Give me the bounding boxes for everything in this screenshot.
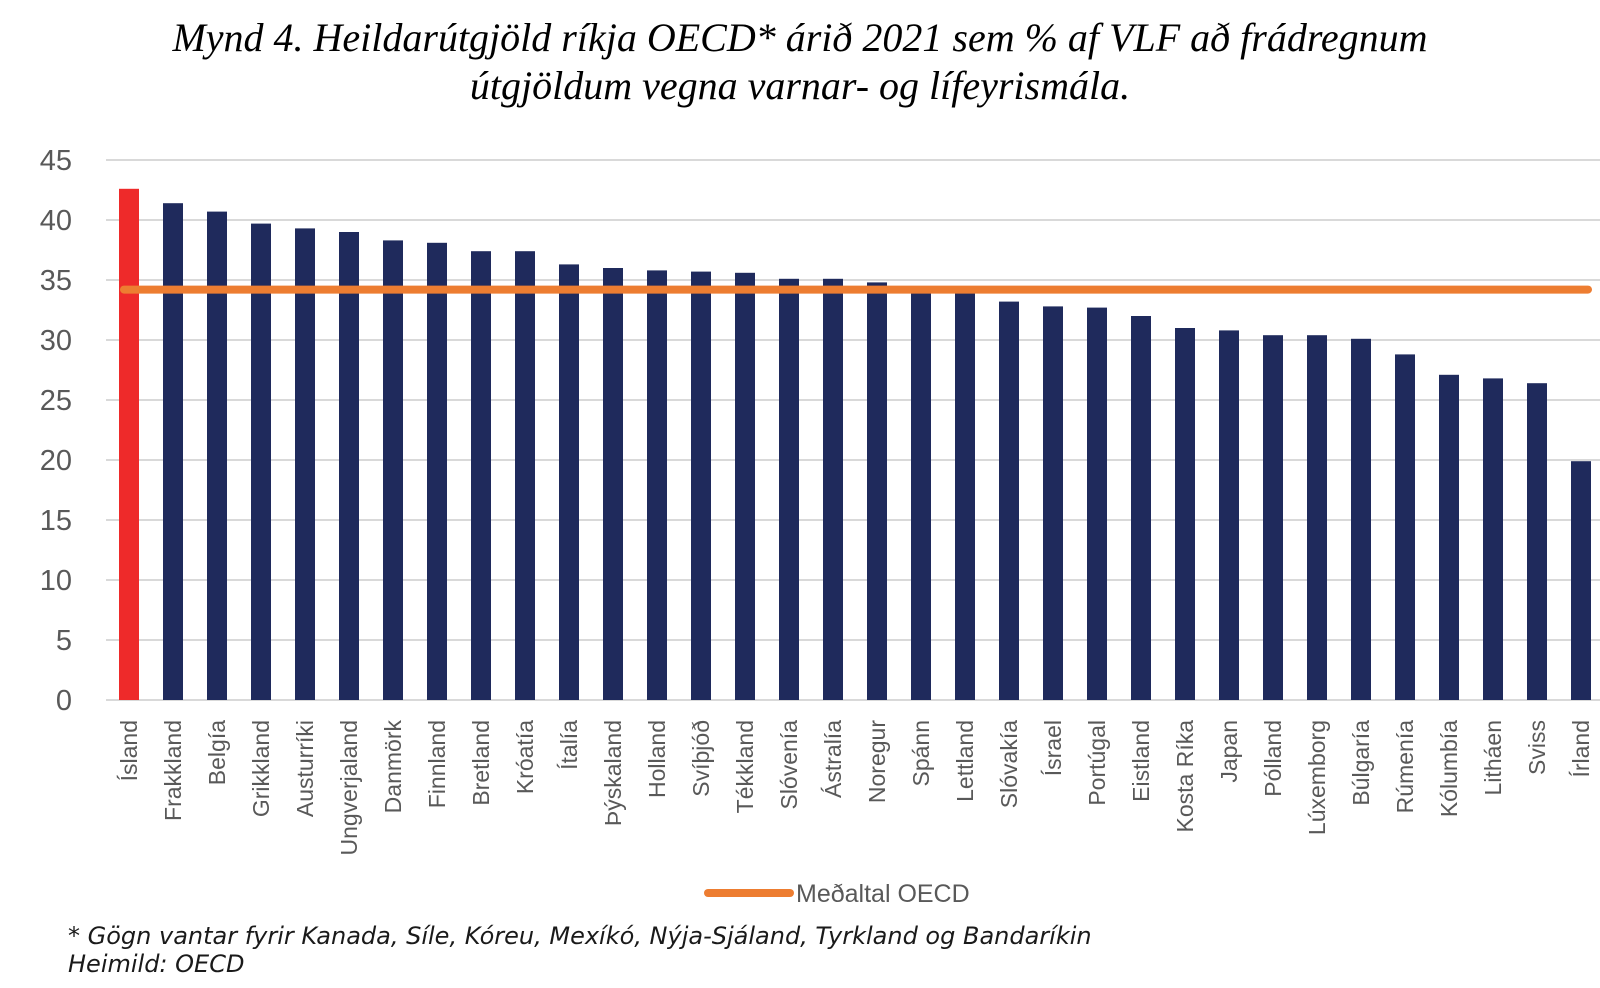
x-tick-label: Sviss — [1524, 720, 1550, 775]
y-tick-label: 5 — [56, 625, 72, 657]
x-tick-label: Ísrael — [1040, 720, 1066, 776]
bar — [163, 203, 183, 700]
gridlines — [106, 159, 1600, 701]
x-tick-label: Kólumbía — [1436, 720, 1462, 817]
bar — [1571, 461, 1591, 700]
chart-title-line1: Mynd 4. Heildarútgjöld ríkja OECD* árið … — [172, 15, 1428, 60]
bar — [383, 240, 403, 700]
x-axis: Ísland Frakkland Belgía Grikkland Austurríki… — [116, 720, 1594, 856]
x-tick-label: Kosta Ríka — [1172, 720, 1198, 833]
bar — [1527, 383, 1547, 700]
x-tick-label: Lettland — [952, 720, 978, 802]
x-tick-label: Finnland — [424, 720, 450, 808]
bar — [1043, 306, 1063, 700]
y-axis: 0 5 10 15 20 25 30 35 40 45 — [40, 145, 72, 717]
x-tick-label: Ísland — [116, 720, 142, 781]
x-tick-label: Litháen — [1480, 720, 1506, 795]
x-tick-label: Þýskaland — [600, 720, 626, 826]
x-tick-label: Búlgaría — [1348, 720, 1374, 806]
legend-label: Meðaltal OECD — [796, 880, 970, 908]
bar — [515, 251, 535, 700]
x-tick-label: Rúmenía — [1392, 720, 1418, 814]
x-tick-label: Ítalía — [556, 720, 582, 770]
bar — [823, 278, 843, 700]
bar — [867, 282, 887, 700]
y-tick-label: 45 — [40, 145, 72, 177]
bar — [1131, 316, 1151, 700]
x-tick-label: Bretland — [468, 720, 494, 806]
x-tick-label: Spánn — [908, 720, 934, 787]
bar — [911, 292, 931, 700]
bar — [955, 292, 975, 700]
y-tick-label: 30 — [40, 325, 72, 357]
bar — [603, 268, 623, 700]
legend: Meðaltal OECD — [704, 880, 970, 908]
x-tick-label: Belgía — [204, 720, 230, 785]
x-tick-label: Króatía — [512, 720, 538, 794]
y-tick-label: 40 — [40, 205, 72, 237]
bar — [1175, 328, 1195, 700]
x-tick-label: Japan — [1216, 720, 1242, 783]
x-tick-label: Frakkland — [160, 720, 186, 821]
y-tick-label: 10 — [40, 565, 72, 597]
bar — [119, 188, 139, 701]
bars — [119, 188, 1591, 701]
x-tick-label: Ungverjaland — [336, 720, 362, 856]
x-tick-label: Holland — [644, 720, 670, 798]
x-tick-label: Svíþjóð — [688, 720, 714, 797]
y-tick-label: 15 — [40, 505, 72, 537]
bar — [339, 232, 359, 700]
bar — [999, 301, 1019, 700]
x-tick-label: Pólland — [1260, 720, 1286, 797]
bar — [1483, 378, 1503, 700]
x-tick-label: Portúgal — [1084, 720, 1110, 806]
y-tick-label: 25 — [40, 385, 72, 417]
x-tick-label: Lúxemborg — [1304, 720, 1330, 835]
bar — [1307, 335, 1327, 700]
bar — [1219, 330, 1239, 700]
x-tick-label: Tékkland — [732, 720, 758, 813]
footnote: * Gögn vantar fyrir Kanada, Síle, Kóreu,… — [68, 922, 1092, 950]
source-note: Heimild: OECD — [68, 950, 245, 978]
bar — [559, 264, 579, 700]
bar — [471, 251, 491, 700]
y-tick-label: 35 — [40, 265, 72, 297]
bar — [691, 271, 711, 700]
bar — [1395, 354, 1415, 700]
bar — [427, 242, 447, 701]
footnote-block: * Gögn vantar fyrir Kanada, Síle, Kóreu,… — [68, 922, 1092, 978]
x-tick-label: Slóvenía — [776, 720, 802, 810]
x-tick-label: Noregur — [864, 720, 890, 803]
x-tick-label: Ástralía — [820, 720, 846, 798]
bar — [207, 211, 227, 700]
x-tick-label: Slóvakía — [996, 720, 1022, 808]
chart-title-line2: útgjöldum vegna varnar- og lífeyrismála. — [469, 63, 1131, 108]
y-tick-label: 20 — [40, 445, 72, 477]
bar — [251, 223, 271, 700]
x-tick-label: Austurríki — [292, 720, 318, 817]
bar — [735, 272, 755, 700]
bar — [779, 278, 799, 700]
y-tick-label: 0 — [56, 685, 72, 717]
bar — [647, 270, 667, 700]
chart-title: Mynd 4. Heildarútgjöld ríkja OECD* árið … — [0, 14, 1600, 110]
x-tick-label: Eistland — [1128, 720, 1154, 802]
x-tick-label: Grikkland — [248, 720, 274, 817]
bar — [1439, 374, 1459, 700]
bar — [295, 228, 315, 700]
bar — [1351, 338, 1371, 700]
x-tick-label: Danmörk — [380, 720, 406, 814]
bar — [1263, 335, 1283, 700]
x-tick-label: Írland — [1568, 720, 1594, 778]
bar — [1087, 307, 1107, 700]
